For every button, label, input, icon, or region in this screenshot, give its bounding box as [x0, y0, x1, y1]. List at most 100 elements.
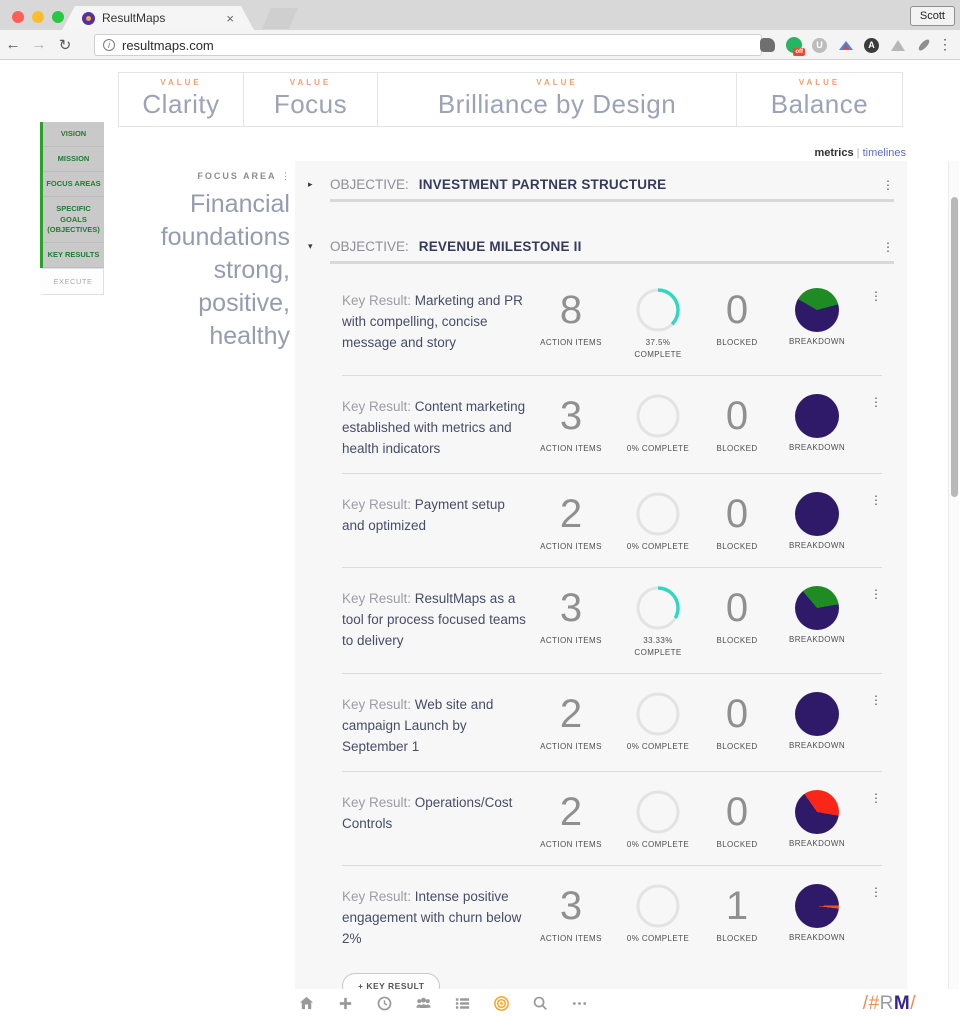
key-result-row: Key Result: Operations/Cost Controls 2 A…	[342, 771, 882, 865]
values-header: VALUE Clarity VALUE Focus VALUE Brillian…	[118, 72, 903, 127]
action-items-count: 8	[559, 288, 583, 332]
scrollbar-track[interactable]	[948, 161, 959, 989]
blocked-label: BLOCKED	[716, 840, 758, 849]
breakdown-pie-chart	[795, 492, 839, 536]
completion-metric: 33.33% COMPLETE	[612, 585, 704, 659]
action-items-metric: 8 ACTION ITEMS	[530, 287, 612, 349]
target-icon[interactable]	[493, 995, 510, 1012]
action-items-label: ACTION ITEMS	[540, 840, 602, 849]
completion-ring-chart	[635, 789, 681, 835]
objectives-panel: ▸ OBJECTIVE: INVESTMENT PARTNER STRUCTUR…	[295, 161, 907, 1018]
key-result-title: Web site and campaign Launch by Septembe…	[342, 697, 494, 754]
action-items-metric: 3 ACTION ITEMS	[530, 883, 612, 945]
breakdown-metric: BREAKDOWN	[770, 393, 864, 454]
timelines-link[interactable]: timelines	[862, 147, 906, 159]
completion-metric: 37.5% COMPLETE	[612, 287, 704, 361]
a-extension-icon[interactable]: A	[863, 37, 880, 54]
key-result-title: Marketing and PR with compelling, concis…	[342, 293, 523, 350]
key-result-kebab-icon[interactable]: ⋮	[870, 693, 882, 707]
percent-complete-label: 33.33% COMPLETE	[634, 636, 682, 657]
team-icon[interactable]	[415, 995, 432, 1012]
key-result-kebab-icon[interactable]: ⋮	[870, 395, 882, 409]
breakdown-metric: BREAKDOWN	[770, 585, 864, 646]
browser-tab-strip: ResultMaps × Scott	[0, 0, 960, 30]
u-extension-icon[interactable]: U	[811, 37, 828, 54]
key-result-kebab-icon[interactable]: ⋮	[870, 885, 882, 899]
clock-icon[interactable]	[376, 995, 393, 1012]
completion-metric: 0% COMPLETE	[612, 393, 704, 455]
add-icon[interactable]	[337, 995, 354, 1012]
arrow-extension-icon[interactable]	[837, 37, 854, 54]
action-items-count: 2	[559, 492, 583, 536]
key-result-label: Key Result:	[342, 795, 415, 810]
key-result-text: Key Result: Payment setup and optimized	[342, 491, 530, 536]
resultmaps-favicon-icon	[82, 12, 95, 25]
list-icon[interactable]	[454, 995, 471, 1012]
action-items-count: 2	[559, 692, 583, 736]
more-icon[interactable]	[571, 995, 588, 1012]
key-result-kebab-icon[interactable]: ⋮	[870, 289, 882, 303]
action-items-metric: 2 ACTION ITEMS	[530, 691, 612, 753]
percent-complete-label: 0% COMPLETE	[626, 934, 690, 943]
browser-menu-icon[interactable]: ⋮	[938, 36, 952, 52]
breakdown-label: BREAKDOWN	[788, 443, 846, 452]
key-result-kebab-icon[interactable]: ⋮	[870, 587, 882, 601]
objective-underline	[330, 261, 894, 264]
drive-extension-icon[interactable]	[889, 37, 906, 54]
percent-complete-label: 0% COMPLETE	[626, 742, 690, 751]
objective-kebab-icon[interactable]: ⋮	[882, 177, 894, 192]
breakdown-pie-chart	[795, 692, 839, 736]
sidebar-item-mission[interactable]: MISSION	[43, 147, 104, 173]
evernote-extension-icon[interactable]	[759, 37, 776, 54]
search-icon[interactable]	[532, 995, 549, 1012]
completion-ring-chart	[635, 585, 681, 631]
objective-kebab-icon[interactable]: ⋮	[882, 239, 894, 254]
breakdown-label: BREAKDOWN	[788, 839, 846, 848]
blocked-metric: 0 BLOCKED	[704, 393, 770, 455]
completion-metric: 0% COMPLETE	[612, 491, 704, 553]
sidebar-item-vision[interactable]: VISION	[43, 122, 104, 148]
breakdown-label: BREAKDOWN	[788, 337, 846, 346]
reload-icon[interactable]: ↻	[58, 36, 72, 54]
browser-tab[interactable]: ResultMaps ×	[62, 6, 254, 30]
key-result-title: Content marketing established with metri…	[342, 399, 526, 456]
key-result-text: Key Result: Content marketing establishe…	[342, 393, 530, 459]
close-window-button[interactable]	[12, 11, 24, 23]
breakdown-pie-chart	[795, 288, 839, 332]
focus-area-kebab-icon[interactable]: ⋮	[281, 171, 290, 181]
url-bar[interactable]: i resultmaps.com	[94, 34, 762, 56]
blocked-metric: 0 BLOCKED	[704, 287, 770, 349]
metrics-link[interactable]: metrics	[814, 147, 854, 159]
scrollbar-thumb[interactable]	[951, 197, 958, 497]
zoom-window-button[interactable]	[52, 11, 64, 23]
back-icon[interactable]: ←	[5, 36, 21, 53]
key-result-text: Key Result: ResultMaps as a tool for pro…	[342, 585, 530, 651]
sidebar-item-focus-areas[interactable]: FOCUS AREAS	[43, 172, 104, 198]
key-result-text: Key Result: Marketing and PR with compel…	[342, 287, 530, 353]
sidebar-item-specific-goals[interactable]: SPECIFIC GOALS (OBJECTIVES)	[43, 197, 104, 243]
blocked-label: BLOCKED	[716, 934, 758, 943]
focus-area-label: FOCUS AREA	[197, 171, 277, 181]
collapse-triangle-icon[interactable]: ▸	[308, 179, 313, 189]
honey-extension-icon[interactable]: off	[785, 37, 805, 56]
key-result-kebab-icon[interactable]: ⋮	[870, 791, 882, 805]
sidebar-item-key-results[interactable]: KEY RESULTS	[43, 242, 104, 268]
objective-header-investment[interactable]: ▸ OBJECTIVE: INVESTMENT PARTNER STRUCTUR…	[308, 177, 894, 192]
minimize-window-button[interactable]	[32, 11, 44, 23]
page-info-icon[interactable]: i	[103, 39, 115, 51]
sidebar-item-execute[interactable]: EXECUTE	[40, 267, 104, 295]
key-result-kebab-icon[interactable]: ⋮	[870, 493, 882, 507]
close-tab-icon[interactable]: ×	[226, 10, 234, 26]
percent-complete-label: 0% COMPLETE	[626, 444, 690, 453]
browser-profile-button[interactable]: Scott	[909, 6, 955, 26]
forward-icon[interactable]: →	[31, 36, 47, 53]
process-steps: VISION MISSION FOCUS AREAS SPECIFIC GOAL…	[40, 122, 104, 268]
objective-header-revenue[interactable]: ▾ OBJECTIVE: REVENUE MILESTONE II ⋮	[308, 239, 894, 254]
home-icon[interactable]	[298, 995, 315, 1012]
new-tab-button[interactable]	[262, 8, 298, 29]
feather-extension-icon[interactable]	[915, 37, 932, 54]
breakdown-label: BREAKDOWN	[788, 635, 846, 644]
action-items-label: ACTION ITEMS	[540, 338, 602, 347]
expand-triangle-icon[interactable]: ▾	[308, 241, 313, 251]
breakdown-metric: BREAKDOWN	[770, 491, 864, 552]
